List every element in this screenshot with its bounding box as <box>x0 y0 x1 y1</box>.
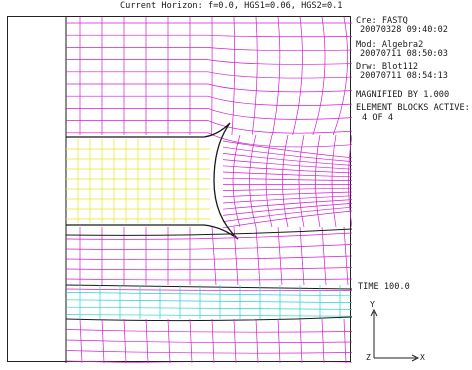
z-axis-label: Z <box>366 353 371 362</box>
rock-mesh-column <box>333 17 348 135</box>
rock-mesh-column <box>146 319 148 363</box>
rock-mesh-row <box>66 60 352 65</box>
rock-mesh-row <box>66 233 352 239</box>
rock-mesh-row <box>66 256 352 260</box>
mesh-plot <box>7 16 351 362</box>
room-boundary <box>66 123 238 239</box>
rock-mesh-column <box>322 227 326 285</box>
layer-mesh-row <box>66 300 352 303</box>
x-axis-label: X <box>420 353 425 362</box>
rock-mesh-column <box>278 227 282 285</box>
rock-mesh-row <box>223 188 352 190</box>
y-axis-label: Y <box>370 300 375 309</box>
rock-mesh-column <box>168 319 170 363</box>
rock-mesh-column <box>212 319 214 363</box>
rock-mesh-column <box>283 135 289 227</box>
rock-mesh-row <box>66 279 352 280</box>
time-readout: TIME 100.0 <box>358 282 410 292</box>
rock-mesh-column <box>250 135 257 227</box>
element-blocks-title: ELEMENT BLOCKS ACTIVE: <box>356 103 470 113</box>
rock-mesh-column <box>232 17 235 135</box>
block-boundary <box>66 285 352 289</box>
element-blocks-count: 4 OF 4 <box>362 113 393 123</box>
rock-mesh-row <box>66 289 352 291</box>
rock-mesh-column <box>124 319 126 363</box>
rock-mesh-column <box>316 135 321 227</box>
rock-mesh-row <box>66 133 352 147</box>
rock-mesh-column <box>256 227 260 285</box>
rock-mesh-column <box>344 319 346 363</box>
layer-mesh-row <box>66 292 352 295</box>
rock-mesh-column <box>80 319 82 363</box>
rock-mesh-row <box>66 330 352 333</box>
rock-mesh-row <box>66 72 352 78</box>
block-boundary <box>66 317 352 321</box>
rock-mesh-column <box>212 227 216 285</box>
rock-mesh-row <box>66 361 352 363</box>
rock-mesh-column <box>278 319 280 363</box>
rock-mesh-row <box>66 96 352 105</box>
rock-mesh-row <box>66 340 352 343</box>
magnification-text: MAGNIFIED BY 1.000 <box>356 90 449 100</box>
rock-mesh-column <box>272 17 279 135</box>
rock-mesh-row <box>66 47 352 50</box>
rock-mesh-row <box>66 121 352 134</box>
rock-mesh-row <box>223 172 352 177</box>
rock-mesh-column <box>349 135 353 227</box>
rock-mesh-row <box>66 351 352 354</box>
layer-mesh-row <box>66 315 352 317</box>
rock-mesh-column <box>234 227 238 285</box>
rock-mesh-column <box>322 319 324 363</box>
rock-mesh-column <box>300 319 302 363</box>
rock-mesh-column <box>299 135 304 227</box>
finite-element-mesh <box>8 17 352 363</box>
block-boundary <box>66 229 352 235</box>
rock-mesh-row <box>223 178 352 180</box>
rock-mesh-column <box>266 135 272 227</box>
drawn-stamp: 20070711 08:54:13 <box>360 71 448 81</box>
rock-mesh-row <box>223 207 352 221</box>
rock-mesh-column <box>256 319 258 363</box>
axis-triad: Y X Z <box>362 300 432 366</box>
rock-mesh-column <box>190 319 192 363</box>
rock-mesh-row <box>66 268 352 270</box>
modified-stamp: 20070711 08:50:03 <box>360 49 448 59</box>
rock-mesh-column <box>293 17 303 135</box>
rock-mesh-column <box>234 319 236 363</box>
rock-mesh-row <box>66 245 352 250</box>
rock-mesh-column <box>313 17 325 135</box>
plot-title: Current Horizon: f=0.0, HGS1=0.06, HGS2=… <box>120 1 342 11</box>
rock-mesh-row <box>66 35 352 37</box>
layer-mesh-row <box>66 307 352 309</box>
rock-mesh-row <box>66 108 352 119</box>
created-stamp: 20070328 09:40:02 <box>360 25 448 35</box>
rock-mesh-row <box>66 84 352 92</box>
